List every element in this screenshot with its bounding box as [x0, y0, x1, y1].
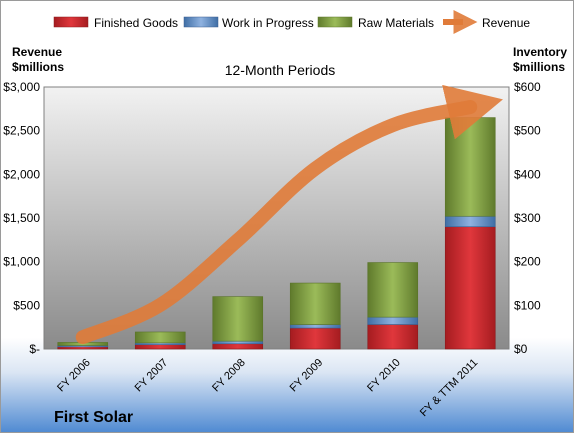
bar-work-in-progress-fy-ttm-2011	[445, 216, 495, 226]
legend-swatch-finished-goods	[54, 17, 88, 27]
left-tick-label: $500	[13, 298, 40, 312]
right-tick-label: $200	[514, 255, 541, 269]
left-tick-label: $1,500	[3, 211, 40, 225]
left-axis-title-line2: $millions	[12, 60, 64, 74]
bar-work-in-progress-fy-2008	[213, 341, 263, 344]
bar-work-in-progress-fy-2010	[368, 317, 418, 324]
bar-finished-goods-fy-2009	[290, 328, 340, 349]
right-tick-label: $500	[514, 124, 541, 138]
legend-label-raw-materials: Raw Materials	[358, 16, 434, 30]
right-axis-title-line2: $millions	[513, 60, 565, 74]
left-tick-label: $2,500	[3, 124, 40, 138]
bar-raw-materials-fy-2009	[290, 283, 340, 324]
bar-work-in-progress-fy-2009	[290, 325, 340, 328]
bar-raw-materials-fy-ttm-2011	[445, 118, 495, 217]
legend-label-revenue: Revenue	[482, 16, 530, 30]
bar-finished-goods-fy-2010	[368, 325, 418, 349]
right-tick-label: $100	[514, 298, 541, 312]
bar-finished-goods-fy-2007	[135, 345, 185, 349]
legend-swatch-work-in-progress	[184, 17, 218, 27]
bar-finished-goods-fy-ttm-2011	[445, 227, 495, 349]
legend-swatch-raw-materials	[318, 17, 352, 27]
left-tick-label: $1,000	[3, 255, 40, 269]
left-tick-label: $-	[29, 342, 40, 356]
left-tick-label: $2,000	[3, 167, 40, 181]
right-tick-label: $300	[514, 211, 541, 225]
right-tick-label: $600	[514, 80, 541, 94]
left-tick-label: $3,000	[3, 80, 40, 94]
plot-area	[44, 87, 509, 349]
legend-label-work-in-progress: Work in Progress	[222, 16, 314, 30]
right-tick-label: $400	[514, 167, 541, 181]
legend-label-finished-goods: Finished Goods	[94, 16, 178, 30]
company-name: First Solar	[54, 409, 133, 426]
bar-raw-materials-fy-2010	[368, 263, 418, 318]
bar-finished-goods-fy-2006	[58, 347, 108, 349]
bar-raw-materials-fy-2008	[213, 297, 263, 342]
chart-title: 12-Month Periods	[225, 62, 336, 78]
right-tick-label: $0	[514, 342, 528, 356]
bar-raw-materials-fy-2007	[135, 332, 185, 343]
left-axis-title-line1: Revenue	[12, 45, 62, 59]
bar-finished-goods-fy-2008	[213, 344, 263, 349]
right-axis-title-line1: Inventory	[513, 45, 567, 59]
